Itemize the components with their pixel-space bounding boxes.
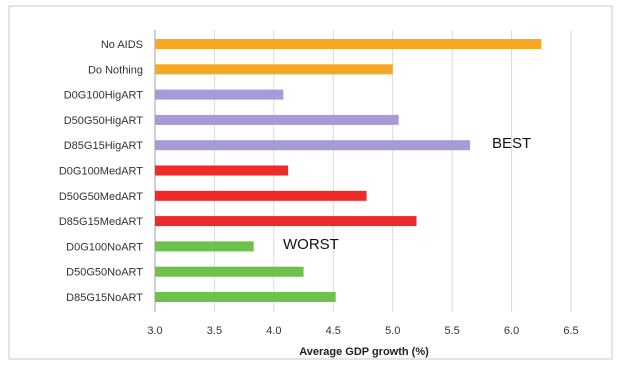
category-label: D85G15MedART bbox=[59, 216, 143, 228]
category-label: D85G15NoART bbox=[66, 292, 143, 304]
bars bbox=[155, 39, 542, 302]
category-label: D50G50HigART bbox=[64, 115, 144, 127]
category-label: D50G50NoART bbox=[66, 267, 143, 279]
bar bbox=[155, 292, 336, 302]
category-label: D0G100HigART bbox=[64, 90, 144, 102]
category-label: No AIDS bbox=[101, 39, 143, 51]
x-tick-label: 5.5 bbox=[444, 325, 459, 337]
category-label: D85G15HigART bbox=[64, 140, 144, 152]
annotation-worst: WORST bbox=[283, 236, 339, 253]
bar bbox=[155, 241, 254, 252]
category-label: D50G50MedART bbox=[59, 191, 143, 203]
bar bbox=[155, 114, 399, 125]
annotation-best: BEST bbox=[492, 135, 531, 152]
category-label: D0G100NoART bbox=[66, 241, 143, 253]
x-axis-title: Average GDP growth (%) bbox=[299, 346, 429, 358]
category-label: Do Nothing bbox=[88, 64, 143, 76]
plot-frame bbox=[8, 5, 613, 360]
category-label: D0G100MedART bbox=[59, 166, 143, 178]
bar bbox=[155, 64, 393, 75]
x-tick-label: 6.0 bbox=[504, 325, 519, 337]
x-tick-label: 3.0 bbox=[147, 325, 162, 337]
x-tick-label: 4.5 bbox=[326, 325, 341, 337]
bar bbox=[155, 266, 304, 277]
bar bbox=[155, 39, 542, 49]
x-tick-label: 5.0 bbox=[385, 325, 400, 337]
bar bbox=[155, 140, 470, 151]
x-tick-label: 6.5 bbox=[563, 325, 578, 337]
bar bbox=[155, 165, 289, 176]
x-tick-label: 4.0 bbox=[266, 325, 281, 337]
category-labels: No AIDS Do Nothing D0G100HigART D50G50HigAR… bbox=[59, 39, 143, 304]
bar bbox=[155, 89, 284, 100]
bar bbox=[155, 190, 367, 201]
x-tick-label: 3.5 bbox=[207, 325, 222, 337]
bar bbox=[155, 216, 417, 227]
x-tick-labels: 3.0 3.5 4.0 4.5 5.0 5.5 6.0 6.5 bbox=[147, 325, 578, 337]
